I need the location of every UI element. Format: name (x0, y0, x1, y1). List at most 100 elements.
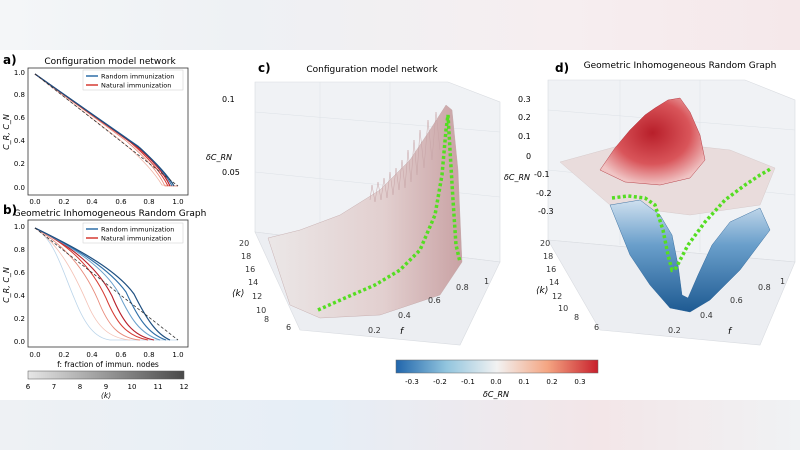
panel-b-curve (34, 227, 141, 341)
panel-c-ridge (317, 114, 462, 312)
k-colorbar-tick: 12 (180, 383, 189, 391)
panel-d-ztick: 0.2 (518, 113, 531, 122)
diverging-colorbar-tick: 0.2 (546, 378, 557, 386)
k-colorbar-tick: 9 (104, 383, 108, 391)
panel-b-curve (34, 227, 171, 341)
panel-d-zlabel: δC_RN (504, 173, 530, 182)
k-colorbar-label: ⟨k⟩ (101, 391, 111, 400)
panel-c-k-ticks: 20 18 16 14 12 10 8 6 (239, 239, 291, 332)
panel-d-k-ticks: 20 18 16 14 12 10 8 6 (540, 239, 599, 332)
panel-a-ytick: 1.0 (14, 69, 25, 77)
panel-a-xtick: 0.4 (86, 198, 98, 206)
panel-d-f-tick: 0.6 (730, 296, 743, 305)
panel-c-k-tick: 10 (256, 306, 266, 315)
diverging-colorbar-tick: 0.3 (574, 378, 585, 386)
panel-a-ytick: 0.0 (14, 184, 25, 192)
panel-c-k-tick: 16 (245, 265, 255, 274)
panel-d-f-tick: 0.4 (700, 311, 713, 320)
panel-d-f-tick: 0.8 (758, 283, 771, 292)
panel-d-k-label: ⟨k⟩ (536, 286, 548, 296)
panel-c-zlabel: δC_RN (206, 153, 232, 162)
panel-d-k-tick: 18 (543, 252, 553, 261)
panel-c-letter: c) (258, 61, 271, 75)
panel-c-k-tick: 12 (252, 292, 262, 301)
panel-a-xtick: 1.0 (172, 198, 183, 206)
top-background-band (0, 0, 800, 50)
panel-a-yticks: 0.0 0.2 0.4 0.6 0.8 1.0 (14, 69, 26, 192)
diverging-colorbar-label: δC_RN (483, 390, 509, 399)
panel-c-f-tick: 0.8 (456, 283, 469, 292)
panel-b: b) Geometric Inhomogeneous Random Graph … (2, 203, 206, 369)
diverging-colorbar-tick: -0.3 (405, 378, 419, 386)
panel-d-blue-well (609, 199, 771, 313)
panel-a-ytick: 0.6 (14, 114, 26, 122)
panel-d-red-peak (599, 97, 706, 186)
panel-d-k-tick: 16 (546, 265, 556, 274)
panel-d-f-tick: 1 (780, 277, 785, 286)
panel-d-ridge (611, 166, 773, 273)
panel-a-diagonal (34, 73, 179, 187)
diverging-colorbar: -0.3 -0.2 -0.1 0.0 0.1 0.2 0.3 δC_RN (395, 359, 599, 399)
k-colorbar-tick: 6 (26, 383, 31, 391)
panel-c-f-label: f (400, 327, 405, 337)
diverging-colorbar-gradient (395, 359, 599, 374)
panel-c: c) Configuration model network 0.1 0.05 … (206, 61, 501, 346)
k-colorbar-gradient (27, 370, 185, 380)
panel-d-ztick: -0.2 (536, 189, 552, 198)
panel-b-curve (34, 227, 178, 341)
panel-b-ytick: 0.4 (14, 292, 26, 300)
panel-c-k-label: ⟨k⟩ (232, 289, 244, 299)
panel-c-k-tick: 18 (241, 252, 251, 261)
panel-a-letter: a) (3, 53, 17, 67)
panel-a-xtick: 0.8 (143, 198, 154, 206)
diverging-colorbar-tick: 0.0 (490, 378, 501, 386)
panel-b-curves (34, 227, 179, 341)
panel-a-ytick: 0.4 (14, 137, 26, 145)
panel-c-k-tick: 8 (264, 315, 269, 324)
panel-d-ztick: -0.1 (534, 170, 550, 179)
panel-b-legend-natural: Natural immunization (101, 235, 171, 243)
panel-b-title: Geometric Inhomogeneous Random Graph (14, 209, 207, 219)
panel-d-zticks: 0.3 0.2 0.1 0 -0.1 -0.2 -0.3 (518, 95, 554, 216)
diverging-colorbar-tick: -0.2 (433, 378, 447, 386)
panel-a-curve (34, 73, 175, 187)
panel-b-curve (34, 227, 167, 341)
panel-a-ytick: 0.8 (14, 91, 25, 99)
panel-b-ytick: 0.8 (14, 246, 25, 254)
panel-b-xtick: 0.4 (86, 351, 98, 359)
panel-d: d) Geometric Inhomogeneous Random Graph … (504, 61, 796, 346)
panel-a-curve (34, 73, 179, 187)
panel-b-xlabel: f: fraction of immun. nodes (57, 360, 159, 369)
panel-b-xticks: 0.0 0.2 0.4 0.6 0.8 1.0 (29, 351, 183, 359)
panel-b-ytick: 0.0 (14, 338, 25, 346)
panel-b-xtick: 0.2 (58, 351, 69, 359)
panel-c-k-tick: 6 (286, 323, 291, 332)
panel-a-ytick: 0.2 (14, 160, 25, 168)
panel-d-k-tick: 12 (552, 292, 562, 301)
panel-a-legend-natural: Natural immunization (101, 82, 171, 90)
diverging-colorbar-tick: -0.1 (461, 378, 475, 386)
panel-a-xtick: 0.2 (58, 198, 69, 206)
panel-d-f-ticks: 0.2 0.4 0.6 0.8 1 (668, 277, 785, 335)
panel-a: a) Configuration model network 0.0 0.2 0… (2, 53, 189, 206)
panel-b-legend-random: Random immunization (101, 226, 174, 234)
panel-c-f-tick: 0.6 (428, 296, 441, 305)
panel-d-ztick: 0.3 (518, 95, 531, 104)
panel-d-ztick: -0.3 (538, 207, 554, 216)
panel-c-ztick: 0.05 (222, 168, 240, 177)
panel-b-ytick: 0.6 (14, 269, 26, 277)
panel-d-f-label: f (728, 327, 733, 337)
k-colorbar-tick: 10 (128, 383, 137, 391)
panel-b-xtick: 1.0 (172, 351, 183, 359)
panel-d-k-tick: 20 (540, 239, 550, 248)
k-colorbar-tick: 7 (52, 383, 56, 391)
panel-b-xtick: 0.6 (115, 351, 127, 359)
panel-a-title: Configuration model network (44, 57, 176, 67)
panel-a-xtick: 0.6 (115, 198, 127, 206)
panel-d-k-tick: 8 (574, 313, 579, 322)
panel-b-yticks: 0.0 0.2 0.4 0.6 0.8 1.0 (14, 223, 26, 346)
panel-b-ylabel: C_R, C_N (2, 267, 11, 303)
panel-c-k-tick: 14 (248, 278, 258, 287)
panel-d-k-tick: 6 (594, 323, 599, 332)
k-colorbar-tick: 11 (154, 383, 163, 391)
